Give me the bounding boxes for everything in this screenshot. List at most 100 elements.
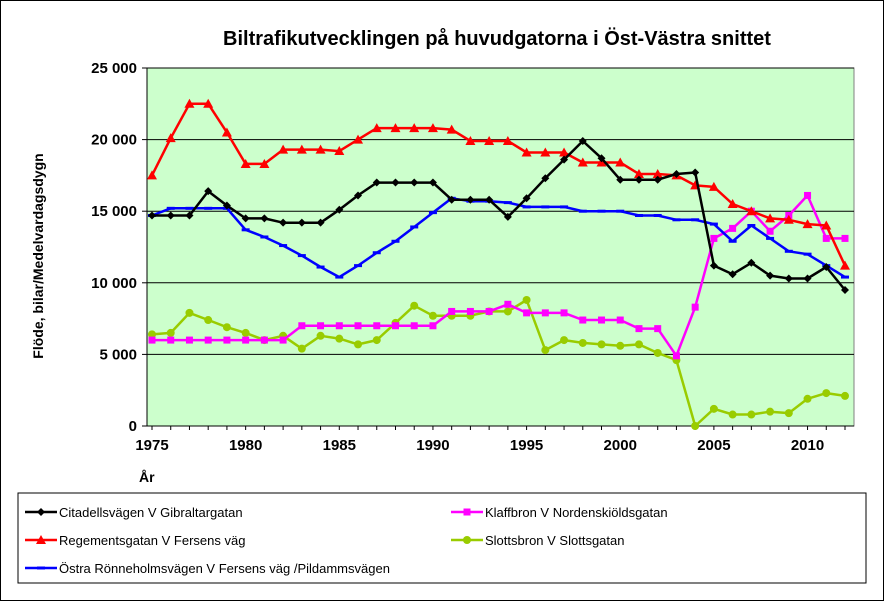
series-1-point [540, 147, 551, 157]
plot-area: 0 5 000 10 000 15 000 20 000 25 000 1975 1980 19… [91, 60, 855, 454]
series-0-point [578, 137, 587, 146]
series-3-point [729, 224, 737, 232]
series-0-point [204, 187, 213, 196]
series-2-point [560, 205, 569, 209]
legend-swatch-marker [463, 536, 471, 544]
series-2-point [672, 218, 681, 222]
series-1-point [765, 213, 776, 223]
series-4-point [709, 404, 718, 413]
series-4-point [166, 328, 175, 337]
series-3-point [354, 322, 362, 330]
series-0-point [616, 175, 625, 184]
series-1-point [577, 157, 588, 167]
series-1-point [147, 170, 157, 180]
series-1-point [334, 146, 345, 156]
series-1-point [840, 260, 850, 270]
series-2-point [691, 218, 700, 222]
series-0-point [522, 194, 531, 203]
legend-item: Regementsgatan V Fersens väg [25, 533, 245, 548]
series-4-point [803, 394, 812, 403]
series-3-point [635, 325, 643, 333]
series-4-point [541, 346, 550, 355]
series-0-point [335, 205, 344, 214]
series-0-point [653, 175, 662, 184]
series-2-point [316, 265, 325, 269]
legend-item: Slottsbron V Slottsgatan [451, 533, 624, 548]
series-0-point [634, 175, 643, 184]
series-1-point [427, 123, 438, 133]
series-0-point [260, 214, 269, 223]
x-tick-label: 1990 [416, 437, 449, 454]
x-tick-label: 1985 [323, 437, 356, 454]
series-1-point [446, 124, 457, 134]
series-2-point [578, 209, 587, 213]
series-0-point [166, 211, 175, 220]
series-2-point [541, 205, 550, 209]
series-3-point [335, 322, 343, 330]
legend-swatch-marker [36, 535, 46, 544]
series-3-point [822, 234, 830, 242]
series-2-point [166, 206, 175, 210]
series-4-point [241, 328, 250, 337]
series-2-point [428, 211, 437, 215]
series-0-point [185, 211, 194, 220]
series-2-point [653, 213, 662, 217]
legend-label: Citadellsvägen V Gibraltargatan [59, 505, 243, 520]
series-3-point [279, 336, 287, 344]
series-0-point [466, 195, 475, 204]
series-2-point [503, 201, 512, 205]
series-3-point [410, 322, 418, 330]
series-0-point [691, 168, 700, 177]
series-0-point [316, 218, 325, 227]
series-3-point [373, 322, 381, 330]
series-1-point [240, 158, 251, 168]
series-4-point [354, 340, 363, 349]
x-tick-label: 2000 [604, 437, 637, 454]
series-1-point [708, 181, 719, 191]
series-4-point [522, 295, 531, 304]
series-0-point [803, 274, 812, 283]
series-3-point [167, 336, 175, 344]
series-3-point [185, 336, 193, 344]
series-0-point [766, 271, 775, 280]
series-2-point [784, 249, 793, 253]
y-tick-label: 25 000 [91, 60, 137, 77]
y-tick-label: 15 000 [91, 203, 137, 220]
series-3-point [148, 336, 156, 344]
series-4-point [747, 410, 756, 419]
series-4-point [691, 422, 700, 430]
series-3-point [260, 336, 268, 344]
series-3-point [579, 316, 587, 324]
series-4-point [372, 336, 381, 345]
series-4-point [784, 409, 793, 418]
series-2-point [634, 213, 643, 217]
series-1-point [652, 168, 663, 178]
x-tick-label: 1975 [135, 437, 168, 454]
series-4-point [297, 344, 306, 353]
series-0-point [822, 263, 831, 272]
series-4-point [503, 307, 512, 316]
series-2-point [728, 239, 737, 243]
legend-label: Slottsbron V Slottsgatan [485, 533, 624, 548]
series-2-point [766, 236, 775, 240]
series-0-point [410, 178, 419, 187]
series-3-group [148, 191, 849, 360]
series-1-point [559, 147, 570, 157]
series-0-point [841, 285, 849, 294]
series-0-point [728, 270, 737, 279]
series-2-point [803, 252, 812, 256]
series-3-point [466, 307, 474, 315]
series-4-point [148, 330, 156, 339]
series-4-point [578, 338, 587, 347]
chart-title: Biltrafikutvecklingen på huvudgatorna i … [223, 27, 771, 50]
series-1-point [783, 214, 794, 224]
series-3-point [448, 307, 456, 315]
legend-label: Östra Rönneholmsvägen V Fersens väg /Pil… [59, 561, 390, 576]
series-4-point [822, 389, 831, 398]
series-2-point [204, 206, 213, 210]
series-2-point [335, 275, 344, 279]
series-0-point [485, 195, 494, 204]
series-0-point [747, 258, 756, 267]
